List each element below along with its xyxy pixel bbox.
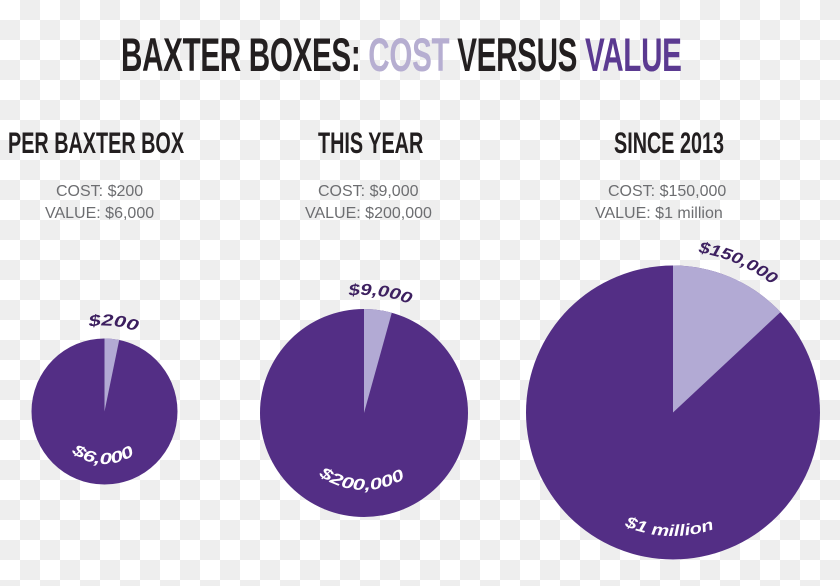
svg-text:$9,000: $9,000 [347, 282, 415, 308]
svg-text:$200: $200 [86, 312, 140, 335]
